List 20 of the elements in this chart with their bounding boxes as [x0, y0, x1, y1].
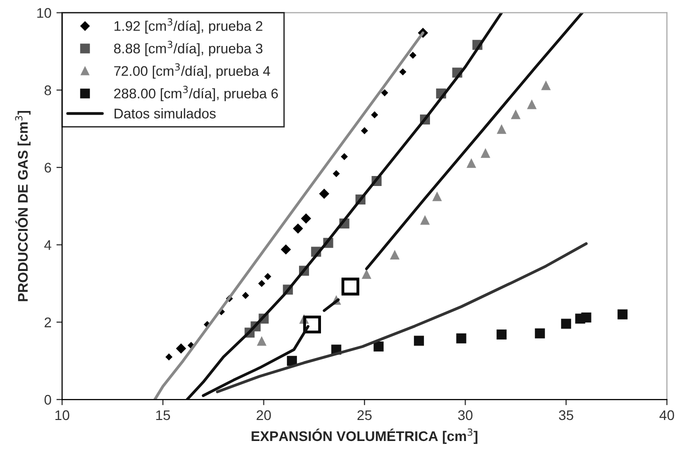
y-tick-label: 10	[37, 8, 52, 18]
y-tick-label: 0	[44, 394, 52, 405]
y-tick-label: 8	[44, 85, 52, 96]
legend-label: 8.88 [cm$^{3}$/día], prueba 3	[114, 40, 262, 56]
x-tick-label: 35	[558, 410, 574, 420]
x-tick-label: 25	[357, 410, 372, 420]
y-axis-title: PRODUCCIÓN DE GAS [cm$^{3}$]	[15, 110, 31, 302]
x-tick-label: 15	[156, 410, 170, 420]
x-tick-label: 20	[256, 410, 271, 420]
y-tick-label: 2	[44, 317, 51, 328]
legend-label: 1.92 [cm$^{3}$/día], prueba 2	[114, 18, 262, 34]
y-tick-label: 4	[44, 240, 52, 250]
x-tick-label: 10	[55, 410, 70, 420]
legend-label: 72.00 [cm$^{3}$/día], prueba 4	[114, 63, 270, 79]
x-tick-label: 30	[458, 410, 472, 420]
x-tick-label: 40	[659, 410, 674, 420]
y-tick-label: 6	[44, 162, 52, 173]
legend-label: 288.00 [cm$^{3}$/día], prueba 6	[114, 86, 278, 102]
legend-label: Datos simulados	[114, 108, 216, 118]
x-axis-title: EXPANSIÓN VOLUMÉTRICA [cm$^{3}$]	[252, 428, 478, 444]
